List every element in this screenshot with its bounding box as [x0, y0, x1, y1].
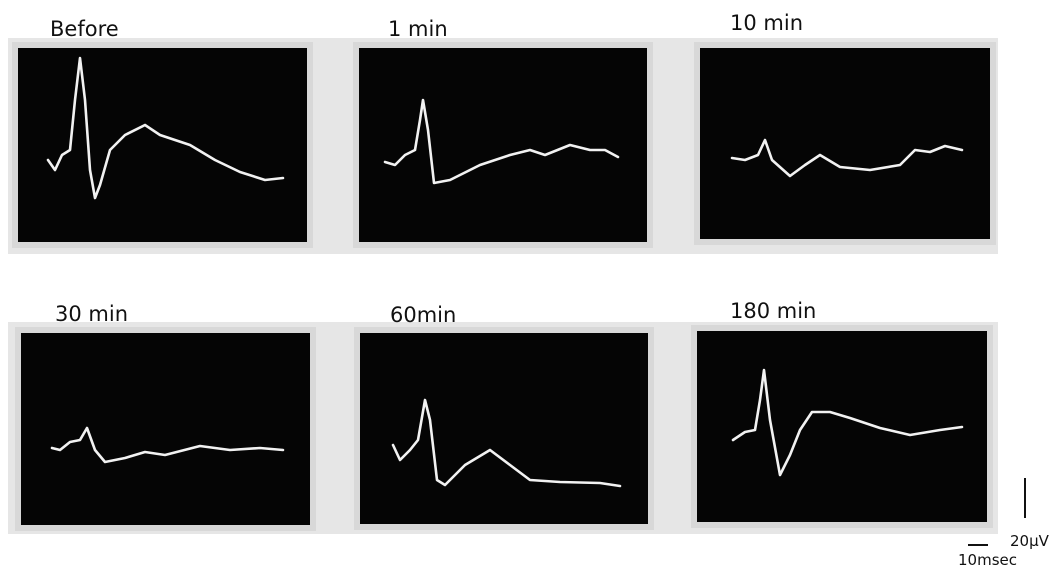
screen [694, 328, 990, 525]
panel-label: 1 min [388, 17, 448, 41]
screen [18, 330, 313, 528]
screen [15, 45, 310, 245]
screen [356, 45, 650, 245]
panel-label: 60min [390, 303, 456, 327]
figure: Before 1 min 10 min 30 min 60min 180 min… [0, 0, 1063, 569]
scale-label: 10msec [958, 551, 1017, 569]
screen [697, 45, 993, 242]
panel-label: 30 min [55, 302, 128, 326]
panel-label: 180 min [730, 299, 816, 323]
screen [357, 330, 651, 527]
panel-label: Before [50, 17, 119, 41]
panel-label: 10 min [730, 11, 803, 35]
scale-label: 20µV [1010, 532, 1050, 550]
